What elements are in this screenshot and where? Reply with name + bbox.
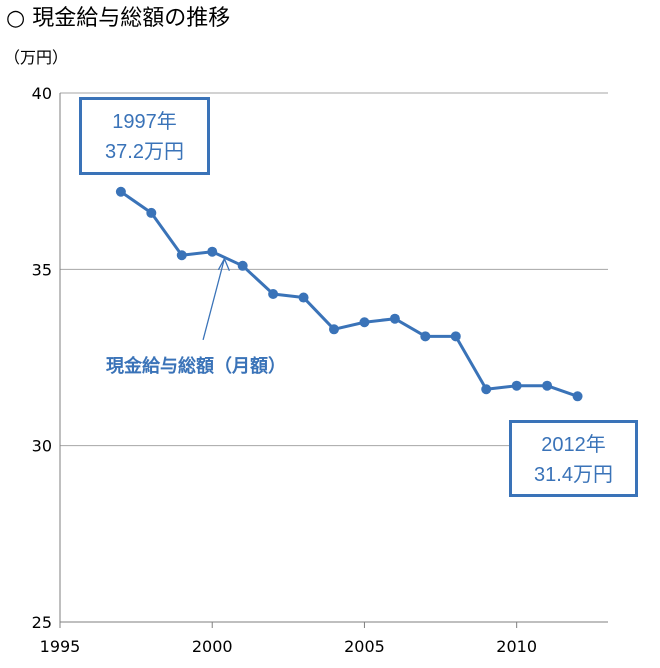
data-point-2006 (389, 313, 400, 324)
callout-1997: 1997年 37.2万円 (79, 97, 210, 175)
data-point-2004 (329, 324, 339, 335)
page-title: ○ 現金給与総額の推移 (6, 6, 231, 31)
data-point-2003 (298, 292, 309, 303)
y-axis-unit-label: （万円） (4, 48, 69, 67)
series-line (120, 190, 579, 398)
callout-2012-year: 2012年 (541, 434, 606, 456)
data-point-2012 (572, 391, 583, 402)
x-tick-label-2000: 2000 (192, 637, 233, 656)
arrow-shaft (202, 258, 226, 341)
x-tick-label-2010: 2010 (496, 637, 537, 656)
series-layer (115, 186, 583, 402)
data-point-2005 (359, 317, 370, 328)
y-tick-label-25: 25 (32, 613, 52, 632)
callout-1997-value: 37.2万円 (105, 141, 184, 163)
data-point-2002 (268, 289, 279, 300)
callout-1997-year: 1997年 (112, 111, 177, 133)
y-tick-label-35: 35 (32, 260, 52, 279)
axes (59, 93, 608, 628)
data-point-2000 (207, 246, 218, 257)
series-label: 現金給与総額（月額） (106, 356, 286, 377)
data-point-2001 (237, 260, 248, 271)
data-point-1998 (146, 207, 157, 218)
x-tick-label-2005: 2005 (344, 637, 385, 656)
callout-2012-value: 31.4万円 (534, 464, 613, 486)
data-point-2008 (450, 331, 461, 342)
x-tick-label-1995: 1995 (40, 637, 81, 656)
tick-labels: 25 30 35 40 1995 2000 2005 2010 (32, 84, 537, 656)
data-point-1997 (115, 186, 126, 197)
data-point-2009 (481, 384, 492, 395)
data-point-2007 (420, 331, 431, 342)
series-pointer-arrow (202, 257, 230, 341)
data-point-2010 (511, 380, 522, 391)
callout-2012: 2012年 31.4万円 (509, 420, 638, 497)
data-point-1999 (176, 250, 187, 261)
y-tick-label-40: 40 (32, 84, 52, 103)
data-point-2011 (542, 380, 553, 391)
y-tick-label-30: 30 (32, 437, 52, 456)
